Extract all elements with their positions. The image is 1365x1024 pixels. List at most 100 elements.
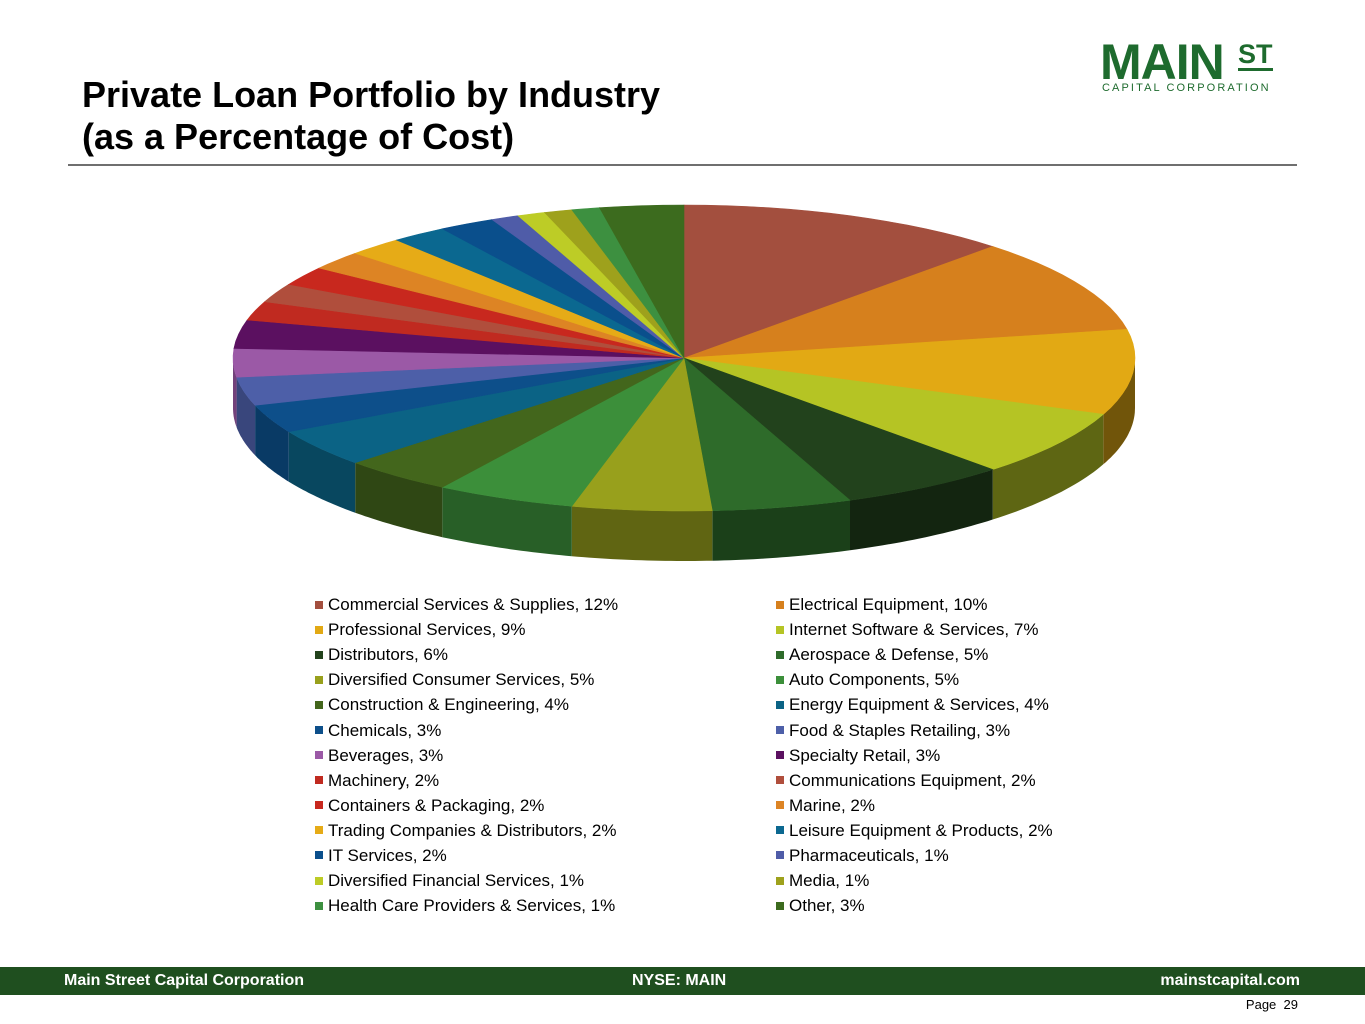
legend-item: Beverages, 3% [315,743,618,768]
footer-website[interactable]: mainstcapital.com [1160,972,1300,989]
legend-label: Health Care Providers & Services, 1% [328,896,616,916]
legend-label: Commercial Services & Supplies, 12% [328,595,619,615]
pie-slice-side [850,469,993,551]
pie-slice [683,357,994,501]
page-number-value: 29 [1283,997,1298,1012]
legend-item: Diversified Financial Services, 1% [315,868,618,893]
logo-subtitle: CAPITAL CORPORATION [1102,82,1271,94]
legend-swatch [776,876,784,885]
legend-label: Communications Equipment, 2% [789,770,1036,790]
legend-swatch [776,625,784,634]
legend-swatch [315,625,323,634]
legend-label: Other, 3% [789,896,865,916]
legend-label: Containers & Packaging, 2% [328,795,545,815]
legend-swatch [776,851,784,860]
pie-slice-side [236,377,256,456]
pie-sides [233,358,1135,561]
pie-slice-side [233,358,237,428]
legend-swatch [776,751,784,760]
legend-label: Construction & Engineering, 4% [328,695,569,715]
legend-item: Containers & Packaging, 2% [315,793,618,818]
legend-swatch [776,650,784,659]
legend-label: Distributors, 6% [328,645,448,665]
legend-label: Marine, 2% [789,795,875,815]
legend-swatch [315,726,323,735]
legend-item: Distributors, 6% [315,642,618,667]
legend-swatch [315,876,323,885]
legend-label: Beverages, 3% [328,745,444,765]
legend-item: Food & Staples Retailing, 3% [776,717,1053,742]
legend-swatch [315,826,323,835]
pie-slice-side [255,405,289,482]
pie-slice-side [288,431,356,513]
legend-swatch [315,675,323,684]
legend-item: Professional Services, 9% [315,617,618,642]
footer-bar: Main Street Capital Corporation NYSE: MA… [0,967,1365,995]
pie-slice [683,328,1136,415]
legend-item: Other, 3% [776,893,1053,918]
legend-label: Specialty Retail, 3% [789,745,941,765]
legend-right-column: Electrical Equipment, 10% Internet Softwa… [776,592,1053,918]
legend-item: Trading Companies & Distributors, 2% [315,818,618,843]
legend-label: Diversified Consumer Services, 5% [328,670,595,690]
legend-swatch [315,600,323,609]
pie-slice [287,357,685,464]
legend-label: Chemicals, 3% [328,720,442,740]
legend-swatch [315,700,323,709]
pie-slice [441,357,685,507]
legend-label: Internet Software & Services, 7% [789,620,1039,640]
page-label: Page [1245,997,1277,1012]
legend-item: Construction & Engineering, 4% [315,692,618,717]
legend-item: IT Services, 2% [315,843,618,868]
legend-label: Media, 1% [789,871,870,891]
legend-label: IT Services, 2% [328,845,447,865]
legend-item: Health Care Providers & Services, 1% [315,893,618,918]
legend-label: Electrical Equipment, 10% [789,595,988,615]
pie-slice [354,357,685,488]
legend-item: Internet Software & Services, 7% [776,617,1053,642]
legend-item: Communications Equipment, 2% [776,768,1053,793]
legend-swatch [315,901,323,910]
legend-label: Pharmaceuticals, 1% [789,845,949,865]
pie-slice [599,204,685,360]
title-line-2: (as a Percentage of Cost) [82,116,515,157]
pie-slice-side [1103,358,1135,465]
pie-slice-side [992,414,1104,520]
company-logo: MAIN ST CAPITAL CORPORATION [1098,36,1278,96]
legend-swatch [776,675,784,684]
legend-item: Marine, 2% [776,793,1053,818]
legend-swatch [776,776,784,785]
legend-swatch [776,801,784,810]
legend-swatch [315,776,323,785]
legend-label: Machinery, 2% [328,770,440,790]
legend-label: Food & Staples Retailing, 3% [789,720,1011,740]
pie-slice [683,204,994,359]
title-divider [68,164,1297,166]
logo-st-text: ST [1238,39,1273,71]
legend-swatch [776,726,784,735]
pie-slice [571,357,713,512]
legend-swatch [776,700,784,709]
legend-item: Electrical Equipment, 10% [776,592,1053,617]
legend-swatch [315,801,323,810]
legend-label: Auto Components, 5% [789,670,960,690]
logo-main-text: MAIN [1100,34,1225,90]
legend-item: Chemicals, 3% [315,717,618,742]
legend-swatch [776,901,784,910]
legend-item: Media, 1% [776,868,1053,893]
legend-item: Commercial Services & Supplies, 12% [315,592,618,617]
legend-item: Aerospace & Defense, 5% [776,642,1053,667]
pie-top [232,204,1136,512]
legend-item: Leisure Equipment & Products, 2% [776,818,1053,843]
pie-slice-side [442,487,572,557]
page-number: Page 29 [1246,997,1298,1012]
legend-swatch [776,826,784,835]
legend-label: Aerospace & Defense, 5% [789,645,989,665]
title-line-1: Private Loan Portfolio by Industry [82,74,661,115]
page-title: Private Loan Portfolio by Industry (as a… [82,74,660,158]
footer-ticker: NYSE: MAIN [632,972,727,989]
pie-chart [232,204,1136,561]
legend-swatch [315,650,323,659]
legend-item: Pharmaceuticals, 1% [776,843,1053,868]
pie-slice [683,357,851,512]
